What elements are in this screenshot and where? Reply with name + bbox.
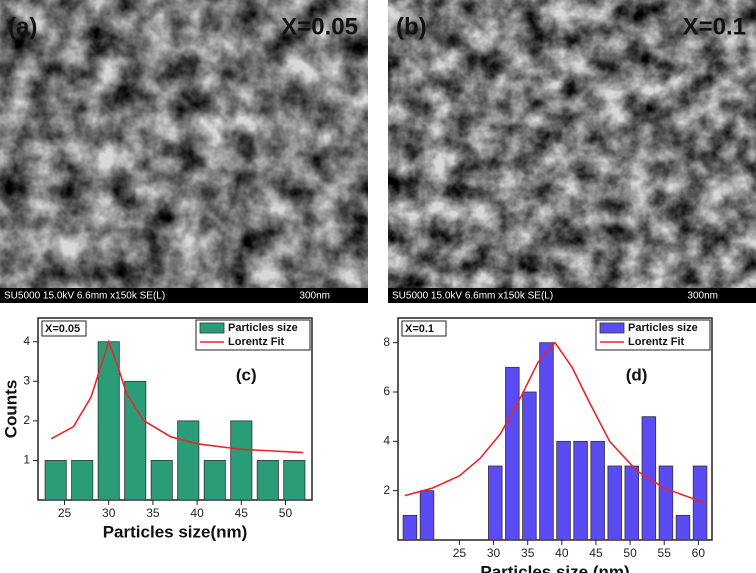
bar [150, 460, 173, 501]
bar [505, 366, 520, 541]
annotation: X=0.05 [45, 323, 80, 335]
bar [256, 460, 279, 501]
image-label: (a) [8, 13, 37, 40]
scale-label: 300nm [687, 291, 718, 302]
histogram-chart: 25 30 35 40 45 50 1 2 3 4 Particles size(nm) Counts… [1, 317, 313, 541]
y-tick-label: 2 [383, 483, 390, 497]
y-tick-label: 6 [383, 384, 390, 398]
x-axis-title: Particles size(nm) [103, 522, 248, 541]
x-tick-label: 50 [623, 546, 637, 560]
legend-label: Particles size [628, 322, 698, 334]
x-tick-label: 45 [235, 506, 249, 520]
x-tick-label: 30 [487, 546, 501, 560]
bar [283, 460, 306, 501]
legend-label: Lorentz Fit [228, 336, 285, 348]
panel-label: (c) [236, 365, 257, 384]
y-tick-label: 8 [383, 335, 390, 349]
fit-line [50, 339, 304, 454]
scale-label: 300nm [299, 291, 330, 302]
bar [573, 440, 588, 541]
legend-label: Particles size [228, 322, 298, 334]
bar [556, 440, 571, 541]
annotation-box [401, 320, 447, 337]
x-tick-label: 30 [102, 506, 116, 520]
legend-patch [199, 322, 225, 334]
y-tick-label: 3 [23, 373, 30, 387]
legend-patch [599, 322, 625, 334]
y-tick-label: 1 [23, 453, 30, 467]
x-tick-label: 40 [190, 506, 204, 520]
composition: X=0.1 [683, 13, 746, 40]
x-tick-label: 35 [146, 506, 160, 520]
bar [230, 420, 253, 501]
panel-label: (d) [626, 365, 648, 384]
bar [44, 460, 67, 501]
x-tick-label: 25 [453, 546, 467, 560]
bar [522, 391, 537, 541]
bar [607, 465, 622, 541]
annotation: X=0.1 [405, 323, 434, 335]
y-axis-title: Counts [1, 380, 20, 439]
bar [488, 465, 503, 541]
x-tick-label: 40 [555, 546, 569, 560]
bar [177, 420, 200, 501]
bar [675, 514, 691, 541]
bar [402, 514, 418, 541]
y-tick-label: 2 [23, 413, 30, 427]
y-tick-label: 4 [23, 334, 30, 348]
image-label: (b) [396, 13, 427, 40]
sem-image-b: (b) X=0.1 SU5000 15.0kV 6.6mm x150k SE(L… [388, 0, 756, 303]
bar [71, 460, 94, 501]
bar [624, 465, 640, 541]
bar [124, 380, 147, 501]
bar [539, 342, 554, 541]
bar [590, 440, 605, 541]
bar [419, 490, 435, 541]
legend-label: Lorentz Fit [628, 336, 685, 348]
y-tick-label: 4 [383, 434, 390, 448]
sem-info: SU5000 15.0kV 6.6mm x150k SE(L) [392, 291, 553, 302]
annotation-box [41, 320, 87, 337]
x-tick-label: 25 [58, 506, 72, 520]
x-tick-label: 60 [692, 546, 706, 560]
x-tick-label: 35 [521, 546, 535, 560]
histogram-chart: 25 30 35 40 45 50 55 60 2 4 6 8 Particles size (nm) X… [383, 317, 713, 573]
bar [692, 465, 708, 541]
sem-image-a: (a) X=0.05 SU5000 15.0kV 6.6mm x150k SE(… [0, 0, 368, 303]
bar [203, 460, 226, 501]
fit-line [404, 341, 706, 504]
sem-info: SU5000 15.0kV 6.6mm x150k SE(L) [4, 291, 165, 302]
bar [658, 465, 674, 541]
x-tick-label: 50 [279, 506, 293, 520]
x-tick-label: 45 [589, 546, 603, 560]
x-axis-title: Particles size (nm) [480, 562, 629, 573]
x-tick-label: 55 [658, 546, 672, 560]
composition: X=0.05 [281, 13, 358, 40]
